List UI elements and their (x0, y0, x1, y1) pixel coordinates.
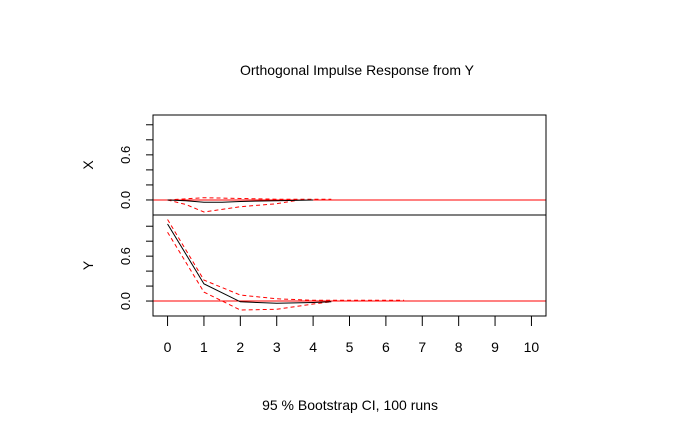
y-tick-label: 0.0 (118, 292, 133, 310)
x-tick-label: 6 (382, 339, 390, 355)
y-axis-label: X (80, 160, 96, 170)
x-tick-label: 9 (491, 339, 499, 355)
ci-upper-line (167, 197, 332, 201)
response-line (167, 223, 332, 304)
y-tick-label: 0.0 (118, 191, 133, 209)
y-tick-label: 0.6 (118, 247, 133, 265)
x-tick-label: 1 (200, 339, 208, 355)
x-tick-label: 4 (309, 339, 317, 355)
x-tick-label: 8 (455, 339, 463, 355)
x-tick-label: 10 (524, 339, 540, 355)
x-tick-label: 5 (346, 339, 354, 355)
ci-lower-line (167, 199, 295, 213)
x-tick-label: 2 (236, 339, 244, 355)
x-tick-label: 3 (273, 339, 281, 355)
y-tick-label: 0.6 (118, 146, 133, 164)
ci-lower-line (167, 231, 332, 311)
x-tick-label: 0 (164, 339, 172, 355)
response-line (167, 199, 314, 203)
ci-upper-line (167, 219, 405, 301)
chart-title: Orthogonal Impulse Response from Y (240, 62, 475, 78)
x-axis-label: 95 % Bootstrap CI, 100 runs (262, 397, 438, 413)
y-axis-label: Y (80, 260, 96, 270)
x-tick-label: 7 (418, 339, 426, 355)
